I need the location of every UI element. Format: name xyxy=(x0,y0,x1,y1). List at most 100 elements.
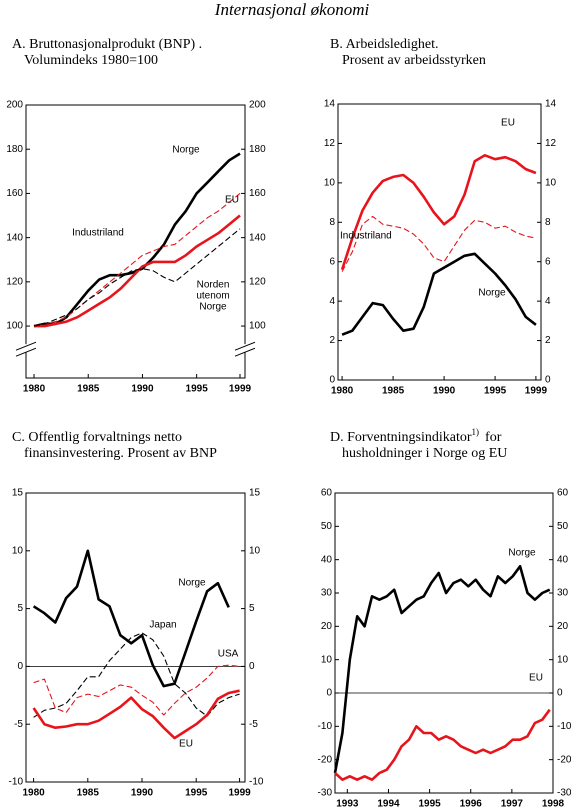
x-tick-label: 1998 xyxy=(542,799,565,810)
y-tick-label-right: 4 xyxy=(545,296,551,307)
y-tick-label-right: 6 xyxy=(545,256,551,267)
chart-title-text: D. Forventningsindikator xyxy=(330,430,472,445)
y-tick-label: 4 xyxy=(329,296,335,307)
series-line xyxy=(33,228,241,327)
x-tick-label: 1990 xyxy=(131,788,154,799)
x-tick-label: 1980 xyxy=(22,788,45,799)
y-tick-label: 5 xyxy=(17,603,23,614)
x-tick-label: 1985 xyxy=(77,384,100,395)
x-tick-label: 1996 xyxy=(460,799,483,810)
y-tick-label: -10 xyxy=(9,777,24,788)
y-tick-label: 40 xyxy=(321,554,333,565)
y-tick-label-right: 0 xyxy=(557,688,563,699)
x-tick-label: 1995 xyxy=(185,788,208,799)
series-line xyxy=(33,632,240,718)
x-tick-label: 1985 xyxy=(77,788,100,799)
y-tick-label-right: 20 xyxy=(557,621,569,632)
y-tick-label-right: 12 xyxy=(545,138,557,149)
x-tick-label: 1980 xyxy=(23,384,46,395)
series-label: Norge xyxy=(178,577,206,589)
series-line xyxy=(334,708,551,781)
y-tick-label: 140 xyxy=(6,232,23,243)
chart-title: B. Arbeidsledighet. xyxy=(330,37,439,52)
y-tick-label: 180 xyxy=(6,144,23,155)
y-tick-label-right: 2 xyxy=(545,335,551,346)
y-tick-label: -20 xyxy=(318,754,333,765)
chart-title: D. Forventningsindikator1) for xyxy=(330,427,502,445)
x-tick-label: 1999 xyxy=(228,788,251,799)
series-line xyxy=(341,215,537,272)
y-tick-label: 0 xyxy=(329,375,335,386)
axis-break-gap xyxy=(18,344,34,353)
series-label: EU xyxy=(179,738,193,750)
x-tick-label: 1995 xyxy=(418,799,441,810)
series-line xyxy=(34,214,241,328)
x-tick-label: 1997 xyxy=(501,799,524,810)
figure-title: Internasjonal økonomi xyxy=(214,0,370,19)
y-tick-label: 0 xyxy=(326,688,332,699)
y-tick-label: 30 xyxy=(321,588,333,599)
y-tick-label: -5 xyxy=(14,719,23,730)
chart-title-end: for xyxy=(485,430,502,445)
y-tick-label: 10 xyxy=(12,545,24,556)
y-tick-label: 60 xyxy=(321,488,333,499)
plot-frame xyxy=(337,103,542,381)
x-tick-label: 1980 xyxy=(331,386,354,397)
series-label: EU xyxy=(501,117,515,129)
y-tick-label-right: -5 xyxy=(249,719,258,730)
series-label: Norden utenom Norge xyxy=(196,279,230,313)
series-label: Norge xyxy=(172,144,200,156)
chart-title: A. Bruttonasjonalprodukt (BNP) . xyxy=(12,37,202,52)
y-tick-label: -10 xyxy=(318,721,333,732)
y-tick-label-right: -30 xyxy=(557,788,572,799)
y-tick-label-right: 8 xyxy=(545,217,551,228)
y-tick-label-right: 180 xyxy=(249,144,266,155)
chart-title-text: A. Bruttonasjonalprodukt (BNP) . xyxy=(12,37,202,52)
series-label: Norge xyxy=(508,547,536,559)
x-tick-label: 1995 xyxy=(186,384,209,395)
y-tick-label-right: 50 xyxy=(557,521,569,532)
y-tick-label-right: 10 xyxy=(249,545,261,556)
y-tick-label-right: 120 xyxy=(249,276,266,287)
series-label: USA xyxy=(217,648,239,660)
y-tick-label-right: 100 xyxy=(249,321,266,332)
axis-break xyxy=(234,341,256,351)
y-tick-label: 50 xyxy=(321,521,333,532)
series-line xyxy=(341,252,537,336)
chart-title: C. Offentlig forvaltnings netto xyxy=(12,430,182,445)
series-label: Industriland xyxy=(72,227,124,239)
y-tick-label-right: 140 xyxy=(249,232,266,243)
y-tick-label: 0 xyxy=(17,661,23,672)
x-tick-label: 1999 xyxy=(229,384,252,395)
series-label: Japan xyxy=(149,619,177,631)
y-tick-label: 160 xyxy=(6,188,23,199)
y-tick-label-right: 5 xyxy=(249,603,255,614)
axis-break-gap xyxy=(237,344,253,353)
x-tick-label: 1993 xyxy=(336,799,359,810)
axis-break xyxy=(234,347,256,357)
y-tick-label: 2 xyxy=(329,335,335,346)
x-tick-label: 1985 xyxy=(382,386,405,397)
y-tick-label-right: 14 xyxy=(545,99,557,110)
plot-frame xyxy=(25,104,246,379)
plot-frame xyxy=(334,492,554,794)
series-line xyxy=(333,565,551,774)
y-tick-label-right: 160 xyxy=(249,188,266,199)
x-tick-label: 1995 xyxy=(484,386,507,397)
axis-break xyxy=(15,341,37,351)
y-tick-label-right: -10 xyxy=(249,777,264,788)
plot-frame xyxy=(25,492,246,783)
series-line xyxy=(33,664,240,716)
series-line xyxy=(32,689,240,740)
y-tick-label-right: 200 xyxy=(249,100,266,111)
y-tick-label: 120 xyxy=(6,276,23,287)
y-tick-label: 14 xyxy=(324,99,336,110)
y-tick-label: -30 xyxy=(318,788,333,799)
y-tick-label: 20 xyxy=(321,621,333,632)
series-label: Industriland xyxy=(340,230,392,242)
x-tick-label: 1990 xyxy=(131,384,154,395)
series-label: Norge xyxy=(478,287,506,299)
y-tick-label-right: 10 xyxy=(545,177,557,188)
